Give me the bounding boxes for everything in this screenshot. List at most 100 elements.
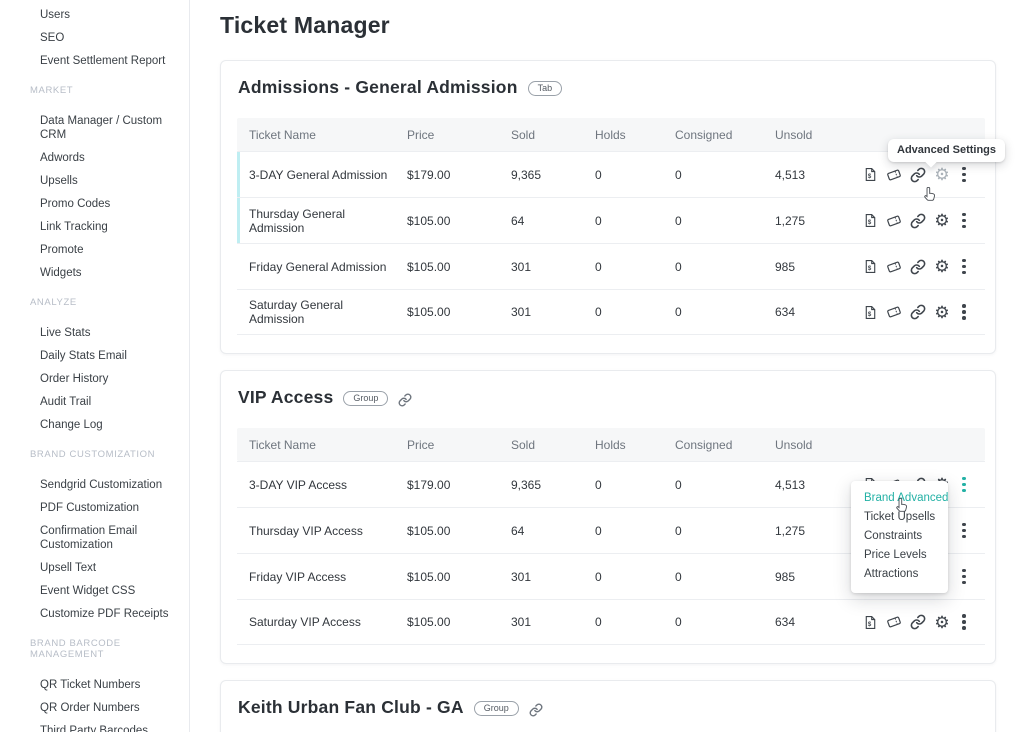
sidebar-item-audit-trail[interactable]: Audit Trail [40, 396, 92, 408]
column-header-holds: Holds [595, 127, 626, 142]
ticket-name: 3-DAY VIP Access [249, 477, 348, 492]
invoice-icon[interactable]: $ [861, 258, 879, 276]
group-link-icon[interactable] [529, 703, 543, 717]
row-actions: $ ⚙ [861, 244, 985, 289]
section-title: VIP Access [238, 387, 334, 407]
sidebar-item-order-history[interactable]: Order History [40, 373, 109, 385]
gear-icon[interactable]: ⚙ [934, 211, 950, 230]
page-title: Ticket Manager [220, 12, 390, 38]
menu-item-constraints[interactable]: Constraints [864, 530, 923, 542]
ticket-consigned: 0 [675, 167, 682, 182]
menu-item-attractions[interactable]: Attractions [864, 568, 919, 580]
ticket-icon[interactable] [885, 613, 903, 631]
menu-item-price-levels[interactable]: Price Levels [864, 549, 927, 561]
sidebar-item-sendgrid-customization[interactable]: Sendgrid Customization [40, 479, 163, 491]
ticket-sold: 301 [511, 305, 532, 319]
sidebar-item-qr-order-numbers[interactable]: QR Order Numbers [40, 702, 140, 714]
kebab-menu-icon[interactable] [957, 613, 971, 631]
ticket-name: Friday General Admission [249, 259, 387, 274]
sidebar-item-seo[interactable]: SEO [40, 32, 65, 44]
kebab-menu-icon[interactable] [957, 212, 971, 230]
sidebar-item-event-settlement-report[interactable]: Event Settlement Report [40, 55, 166, 67]
column-header-sold: Sold [511, 127, 536, 142]
gear-icon[interactable]: ⚙ [934, 612, 950, 632]
sidebar-item-adwords[interactable]: Adwords [40, 152, 85, 164]
sidebar-item-promote[interactable]: Promote [40, 244, 84, 256]
sidebar-item-users[interactable]: Users [40, 9, 71, 21]
column-header-price: Price [407, 127, 435, 142]
sidebar-item-pdf-customization[interactable]: PDF Customization [40, 502, 140, 514]
ticket-name: Saturday VIP Access [249, 615, 361, 629]
group-link-icon[interactable] [398, 393, 412, 407]
ticket-holds: 0 [595, 569, 602, 584]
ticket-name: Friday VIP Access [249, 569, 347, 584]
invoice-icon[interactable]: $ [861, 303, 879, 321]
link-icon[interactable] [909, 166, 927, 184]
ticket-table: Ticket Name Price Sold Holds Consigned U… [237, 118, 985, 335]
ticket-holds: 0 [595, 259, 602, 274]
ticket-section-keith-urban-fan-club: Keith Urban Fan Club - GA Group [220, 680, 996, 732]
ticket-unsold: 985 [775, 569, 796, 584]
section-title: Admissions - General Admission [238, 77, 518, 97]
section-type-badge: Group [343, 390, 389, 407]
sidebar-item-customize-pdf-receipts[interactable]: Customize PDF Receipts [40, 608, 169, 620]
sidebar-item-live-stats[interactable]: Live Stats [40, 327, 91, 339]
kebab-menu-icon[interactable] [957, 258, 971, 276]
sidebar-item-qr-ticket-numbers[interactable]: QR Ticket Numbers [40, 679, 141, 691]
link-icon[interactable] [909, 303, 927, 321]
sidebar-item-widgets[interactable]: Widgets [40, 267, 82, 279]
column-header-holds: Holds [595, 437, 626, 452]
link-icon[interactable] [909, 258, 927, 276]
menu-item-brand-advanced[interactable]: Brand Advanced [864, 492, 949, 504]
sidebar-item-third-party-barcodes[interactable]: Third Party Barcodes [40, 725, 149, 732]
sidebar-item-upsell-text[interactable]: Upsell Text [40, 562, 97, 574]
kebab-menu-icon[interactable] [957, 568, 971, 586]
sidebar-item-event-widget-css[interactable]: Event Widget CSS [40, 585, 136, 597]
kebab-menu-icon[interactable] [957, 166, 971, 184]
row-context-menu: Brand Advanced Ticket Upsells Constraint… [851, 481, 948, 593]
sidebar-item-change-log[interactable]: Change Log [40, 419, 103, 431]
sidebar-item-promo-codes[interactable]: Promo Codes [40, 198, 111, 210]
table-row: 3-DAY General Admission $179.00 9,365 0 … [237, 151, 985, 197]
invoice-icon[interactable]: $ [861, 212, 879, 230]
svg-text:$: $ [867, 219, 871, 226]
advanced-settings-tooltip: Advanced Settings [888, 139, 1006, 162]
invoice-icon[interactable]: $ [861, 613, 879, 631]
kebab-menu-icon[interactable] [957, 476, 971, 494]
link-icon[interactable] [909, 613, 927, 631]
sidebar-section-market: MARKET [30, 85, 74, 96]
menu-item-ticket-upsells[interactable]: Ticket Upsells [864, 511, 936, 523]
svg-text:$: $ [867, 265, 871, 272]
sidebar-item-confirmation-email-customization[interactable]: Confirmation Email Customization [40, 525, 138, 551]
invoice-icon[interactable]: $ [861, 166, 879, 184]
sidebar-section-brand-customization: BRAND CUSTOMIZATION [30, 449, 156, 460]
gear-icon[interactable]: ⚙ [934, 257, 950, 276]
gear-icon[interactable]: ⚙ [934, 302, 950, 322]
ticket-price: $105.00 [407, 615, 451, 629]
ticket-icon[interactable] [885, 166, 903, 184]
ticket-unsold: 4,513 [775, 167, 806, 182]
ticket-icon[interactable] [885, 212, 903, 230]
ticket-icon[interactable] [885, 303, 903, 321]
sidebar-item-upsells[interactable]: Upsells [40, 175, 78, 187]
table-row: Thursday General Admission $105.00 64 0 … [237, 197, 985, 243]
ticket-unsold: 1,275 [775, 213, 806, 228]
ticket-consigned: 0 [675, 213, 682, 228]
kebab-menu-icon[interactable] [957, 303, 971, 321]
ticket-sold: 9,365 [511, 167, 542, 182]
sidebar-item-data-manager-custom-crm[interactable]: Data Manager / Custom CRM [40, 115, 163, 141]
gear-icon[interactable]: ⚙ [934, 165, 950, 184]
ticket-holds: 0 [595, 615, 602, 629]
row-actions: $ ⚙ [861, 290, 985, 334]
ticket-sold: 301 [511, 259, 532, 274]
ticket-name: Thursday General Admission [249, 206, 346, 235]
ticket-consigned: 0 [675, 259, 682, 274]
sidebar-item-daily-stats-email[interactable]: Daily Stats Email [40, 350, 127, 362]
ticket-icon[interactable] [885, 258, 903, 276]
sidebar-item-link-tracking[interactable]: Link Tracking [40, 221, 108, 233]
table-row: Friday General Admission $105.00 301 0 0… [237, 243, 985, 289]
ticket-price: $179.00 [407, 167, 451, 182]
link-icon[interactable] [909, 212, 927, 230]
sidebar-section-brand-barcode-management: BRAND BARCODE MANAGEMENT [30, 638, 121, 660]
kebab-menu-icon[interactable] [957, 522, 971, 540]
